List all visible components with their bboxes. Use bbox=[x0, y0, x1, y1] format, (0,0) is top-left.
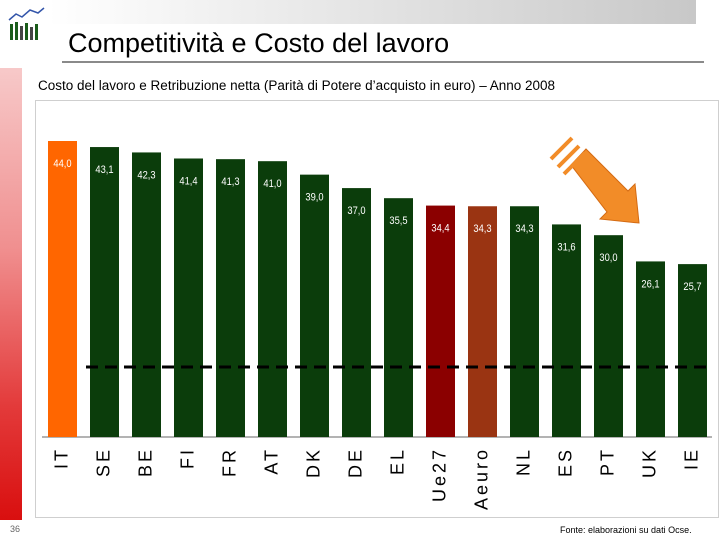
category-label: IT bbox=[51, 447, 71, 469]
category-label: FI bbox=[177, 447, 197, 469]
header-bar bbox=[48, 0, 696, 24]
category-label: NL bbox=[513, 447, 533, 476]
category-label: PT bbox=[597, 447, 617, 476]
chart-area: 44,0 IT 43,1 SE 42,3 BE 41,4 FI 41,3 FR 41,0 AT 39,0… bbox=[35, 100, 719, 518]
data-label: 34,4 bbox=[431, 223, 449, 235]
bar-at bbox=[258, 161, 287, 437]
data-label: 41,3 bbox=[221, 177, 239, 189]
page-number: 36 bbox=[10, 524, 21, 534]
data-label: 30,0 bbox=[599, 253, 617, 265]
category-label: ES bbox=[555, 447, 575, 477]
bar-pt bbox=[594, 235, 623, 437]
logo-icon bbox=[6, 6, 46, 42]
source-note: Fonte: elaborazioni su dati Ocse. bbox=[560, 525, 692, 535]
bar-es bbox=[552, 224, 581, 437]
bar-uk bbox=[636, 261, 665, 437]
data-label: 34,3 bbox=[515, 224, 533, 236]
data-label: 35,5 bbox=[389, 216, 407, 228]
category-label: Ue27 bbox=[429, 447, 449, 502]
category-label: SE bbox=[93, 447, 113, 477]
category-label: BE bbox=[135, 447, 155, 477]
chart-title: Costo del lavoro e Retribuzione netta (P… bbox=[38, 78, 556, 93]
category-label: DE bbox=[345, 447, 365, 478]
down-arrow-icon bbox=[549, 136, 640, 224]
data-label: 44,0 bbox=[53, 158, 71, 170]
data-label: 41,0 bbox=[263, 179, 281, 191]
bar-ie bbox=[678, 264, 707, 437]
bar-nl bbox=[510, 206, 539, 437]
left-decorative-strip bbox=[0, 68, 22, 520]
bar-chart: 44,0 IT 43,1 SE 42,3 BE 41,4 FI 41,3 FR 41,0 AT 39,0… bbox=[42, 136, 712, 510]
category-label: Aeuro bbox=[471, 447, 491, 510]
category-label: AT bbox=[261, 447, 281, 475]
bar-aeuro bbox=[468, 206, 497, 437]
bar-ue27 bbox=[426, 205, 455, 437]
bar-it bbox=[48, 141, 77, 437]
bar-de bbox=[342, 188, 371, 437]
data-label: 41,4 bbox=[179, 176, 197, 188]
data-label: 34,3 bbox=[473, 224, 491, 236]
category-label: FR bbox=[219, 447, 239, 477]
category-label: EL bbox=[387, 447, 407, 475]
data-label: 37,0 bbox=[347, 205, 365, 217]
category-label: UK bbox=[639, 447, 659, 478]
bar-be bbox=[132, 152, 161, 437]
slide-title: Competitività e Costo del lavoro bbox=[68, 28, 450, 58]
category-label: IE bbox=[681, 447, 701, 470]
data-label: 31,6 bbox=[557, 242, 575, 254]
data-label: 26,1 bbox=[641, 279, 659, 291]
bar-el bbox=[384, 198, 413, 437]
category-label: DK bbox=[303, 447, 323, 478]
bar-se bbox=[90, 147, 119, 437]
data-label: 39,0 bbox=[305, 192, 323, 204]
bar-dk bbox=[300, 174, 329, 437]
title-underline bbox=[62, 61, 704, 63]
bar-fi bbox=[174, 158, 203, 437]
data-label: 42,3 bbox=[137, 170, 155, 182]
data-label: 25,7 bbox=[683, 281, 701, 293]
data-label: 43,1 bbox=[95, 164, 113, 176]
bar-fr bbox=[216, 159, 245, 437]
